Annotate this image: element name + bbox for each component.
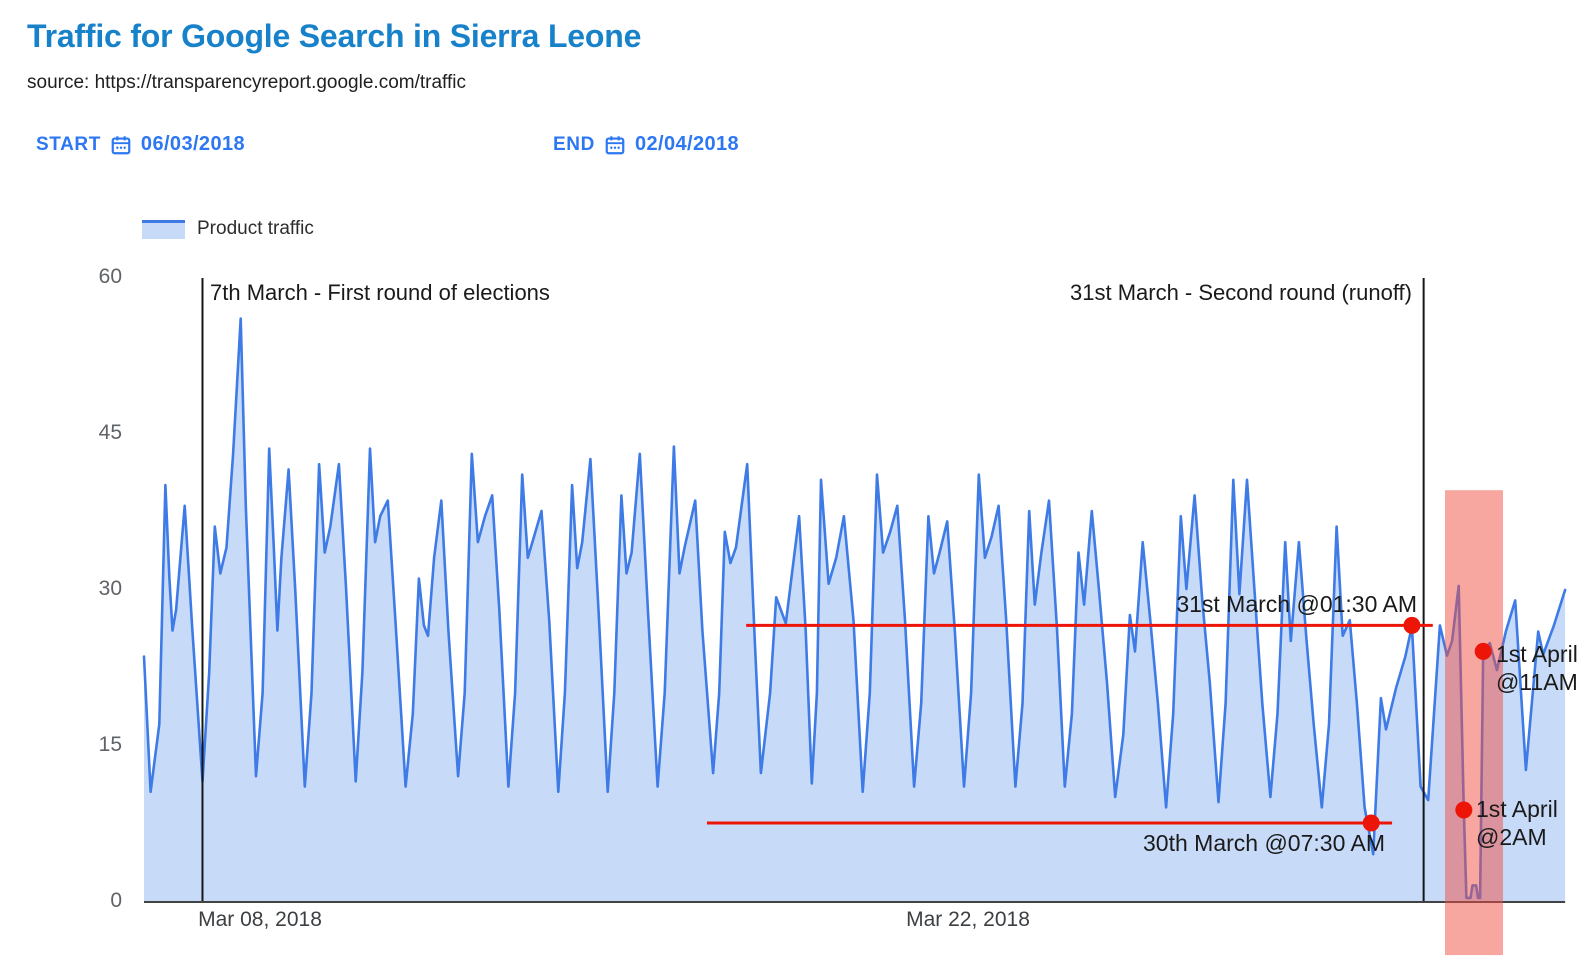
x-axis-tick: Mar 22, 2018 [906, 908, 1030, 931]
threshold-dot-0 [1403, 616, 1421, 634]
annotation-line1: 1st April [1476, 796, 1558, 822]
end-date-value[interactable]: 02/04/2018 [634, 133, 740, 155]
event-dot-0 [1474, 642, 1492, 660]
calendar-icon [605, 135, 625, 154]
legend: Product traffic [142, 218, 314, 240]
y-axis-tick: 60 [98, 265, 122, 288]
annotation-31march-0130: 31st March @01:30 AM [1176, 591, 1417, 617]
traffic-area [144, 318, 1566, 902]
threshold-dot-1 [1362, 814, 1380, 832]
event-dot-1 [1455, 801, 1473, 819]
date-range-controls: START 06/03/2018 END 02/04/2018 [36, 133, 739, 156]
annotation-line2: @2AM [1476, 824, 1547, 850]
annotation-1april-11am: 1st April @11AM [1496, 640, 1578, 696]
start-label: START [36, 133, 101, 155]
legend-swatch-area-icon [142, 219, 185, 239]
page-title: Traffic for Google Search in Sierra Leon… [27, 18, 642, 54]
traffic-line [142, 317, 1567, 900]
calendar-icon [111, 135, 131, 154]
legend-label: Product traffic [197, 218, 314, 239]
end-date-control[interactable]: END 02/04/2018 [553, 133, 739, 156]
x-axis-tick: Mar 08, 2018 [198, 908, 322, 931]
end-label: END [553, 133, 595, 155]
y-axis-tick: 0 [110, 889, 122, 912]
y-axis-tick: 15 [98, 733, 122, 756]
start-date-control[interactable]: START 06/03/2018 [36, 133, 245, 156]
annotation-second-round: 31st March - Second round (runoff) [1070, 280, 1412, 305]
source-text: source: https://transparencyreport.googl… [27, 72, 466, 93]
annotation-1april-2am: 1st April @2AM [1476, 795, 1558, 851]
annotation-line2: @11AM [1496, 669, 1578, 695]
annotation-line1: 1st April [1496, 641, 1578, 667]
shutdown-band [1445, 490, 1504, 956]
y-axis-tick: 45 [98, 421, 122, 444]
start-date-value[interactable]: 06/03/2018 [140, 133, 246, 155]
y-axis-tick: 30 [98, 577, 122, 600]
annotation-30march-0730: 30th March @07:30 AM [1143, 830, 1385, 856]
annotation-first-round: 7th March - First round of elections [210, 280, 550, 305]
